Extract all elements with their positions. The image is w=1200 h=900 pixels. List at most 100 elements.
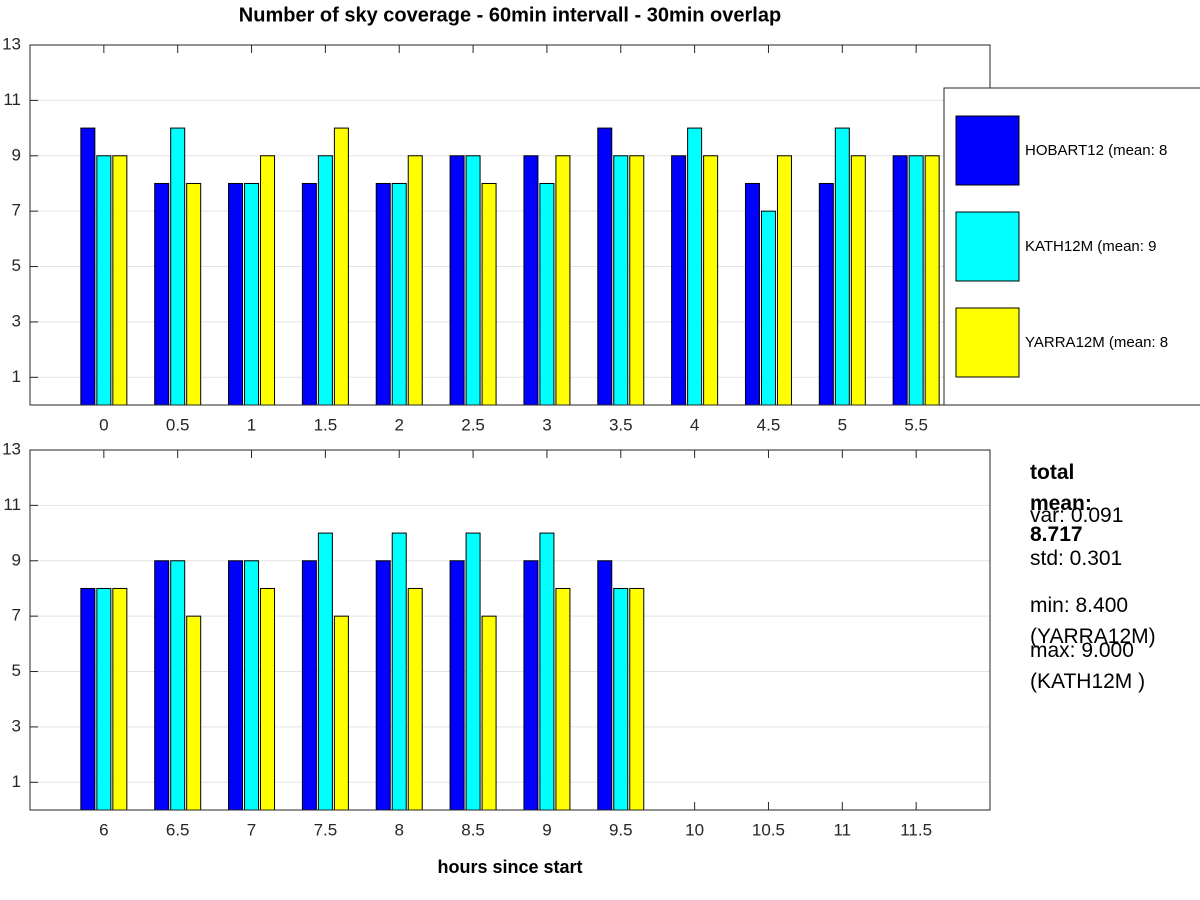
stat-mean: total mean: 8.717 bbox=[1030, 461, 1092, 546]
bar bbox=[391, 182, 407, 406]
bar bbox=[834, 127, 850, 406]
bar bbox=[170, 560, 186, 811]
legend-label: HOBART12 (mean: 8 bbox=[1025, 142, 1167, 159]
bar bbox=[317, 532, 333, 811]
legend-swatch bbox=[955, 115, 1020, 186]
x-tick-label: 6.5 bbox=[166, 820, 190, 839]
legend-label: YARRA12M (mean: 8 bbox=[1025, 334, 1168, 351]
x-tick-label: 10 bbox=[685, 820, 704, 839]
x-axis-label: hours since start bbox=[437, 857, 582, 877]
x-tick-label: 0.5 bbox=[166, 415, 190, 434]
y-tick-label: 11 bbox=[3, 90, 21, 109]
bar bbox=[597, 560, 613, 811]
bar bbox=[96, 587, 112, 811]
bar bbox=[154, 182, 170, 406]
x-tick-label: 3 bbox=[542, 415, 551, 434]
bar bbox=[449, 155, 465, 406]
bar bbox=[301, 560, 317, 811]
bar bbox=[260, 587, 276, 811]
x-tick-label: 4 bbox=[690, 415, 699, 434]
x-tick-label: 7.5 bbox=[314, 820, 338, 839]
y-tick-label: 3 bbox=[12, 311, 21, 330]
y-tick-label: 13 bbox=[2, 34, 21, 53]
x-tick-label: 7 bbox=[247, 820, 256, 839]
x-tick-label: 1 bbox=[247, 415, 256, 434]
x-tick-label: 2.5 bbox=[461, 415, 485, 434]
bar bbox=[449, 560, 465, 811]
bar bbox=[687, 127, 703, 406]
bar bbox=[112, 155, 128, 406]
y-tick-label: 11 bbox=[3, 495, 21, 514]
x-tick-label: 10.5 bbox=[752, 820, 785, 839]
bar bbox=[629, 587, 645, 811]
y-tick-label: 1 bbox=[12, 772, 21, 791]
bar bbox=[375, 182, 391, 406]
x-tick-label: 11.5 bbox=[900, 820, 932, 839]
bar bbox=[597, 127, 613, 406]
bar bbox=[186, 182, 202, 406]
x-tick-label: 9.5 bbox=[609, 820, 633, 839]
bar bbox=[228, 560, 244, 811]
bar bbox=[613, 155, 629, 406]
bar bbox=[228, 182, 244, 406]
legend-label: KATH12M (mean: 9 bbox=[1025, 238, 1156, 255]
bar bbox=[407, 587, 423, 811]
x-tick-label: 5.5 bbox=[904, 415, 928, 434]
bar bbox=[523, 155, 539, 406]
bar bbox=[555, 587, 571, 811]
x-tick-label: 6 bbox=[99, 820, 108, 839]
bar bbox=[80, 587, 96, 811]
bar bbox=[301, 182, 317, 406]
y-tick-label: 7 bbox=[12, 201, 21, 220]
legend-swatch bbox=[955, 307, 1020, 378]
x-tick-label: 9 bbox=[542, 820, 551, 839]
x-tick-label: 5 bbox=[838, 415, 847, 434]
bar bbox=[703, 155, 719, 406]
y-tick-label: 9 bbox=[12, 550, 21, 569]
bar bbox=[391, 532, 407, 811]
bar bbox=[170, 127, 186, 406]
bar bbox=[613, 587, 629, 811]
x-tick-label: 4.5 bbox=[757, 415, 781, 434]
bar bbox=[523, 560, 539, 811]
stat-var: var: 0.091 bbox=[1030, 504, 1124, 527]
bar bbox=[154, 560, 170, 811]
y-tick-label: 1 bbox=[12, 367, 21, 386]
bar bbox=[244, 182, 260, 406]
bar bbox=[333, 615, 349, 811]
y-tick-label: 13 bbox=[2, 439, 21, 458]
stat-min: min: 8.400 (YARRA12M) bbox=[1030, 594, 1156, 648]
bar bbox=[80, 127, 96, 406]
y-tick-label: 5 bbox=[12, 661, 21, 680]
bar bbox=[317, 155, 333, 406]
stat-max: max: 9.000 (KATH12M ) bbox=[1030, 639, 1146, 693]
bar bbox=[539, 532, 555, 811]
chart-title: Number of sky coverage - 60min intervall… bbox=[239, 4, 781, 26]
x-tick-label: 0 bbox=[99, 415, 108, 434]
bar bbox=[465, 155, 481, 406]
x-tick-label: 2 bbox=[394, 415, 403, 434]
bar bbox=[760, 210, 776, 406]
x-tick-label: 11 bbox=[833, 820, 851, 839]
bar bbox=[481, 182, 497, 406]
bar bbox=[555, 155, 571, 406]
y-tick-label: 3 bbox=[12, 716, 21, 735]
x-tick-label: 8 bbox=[394, 820, 403, 839]
bar bbox=[671, 155, 687, 406]
bar bbox=[744, 182, 760, 406]
bar bbox=[375, 560, 391, 811]
bar bbox=[186, 615, 202, 811]
bar bbox=[892, 155, 908, 406]
bar bbox=[96, 155, 112, 406]
x-tick-label: 8.5 bbox=[461, 820, 485, 839]
bar bbox=[333, 127, 349, 406]
bar bbox=[539, 182, 555, 406]
x-tick-label: 3.5 bbox=[609, 415, 633, 434]
legend-swatch bbox=[955, 211, 1020, 282]
y-tick-label: 5 bbox=[12, 256, 21, 275]
bar bbox=[776, 155, 792, 406]
bar bbox=[260, 155, 276, 406]
bar bbox=[850, 155, 866, 406]
